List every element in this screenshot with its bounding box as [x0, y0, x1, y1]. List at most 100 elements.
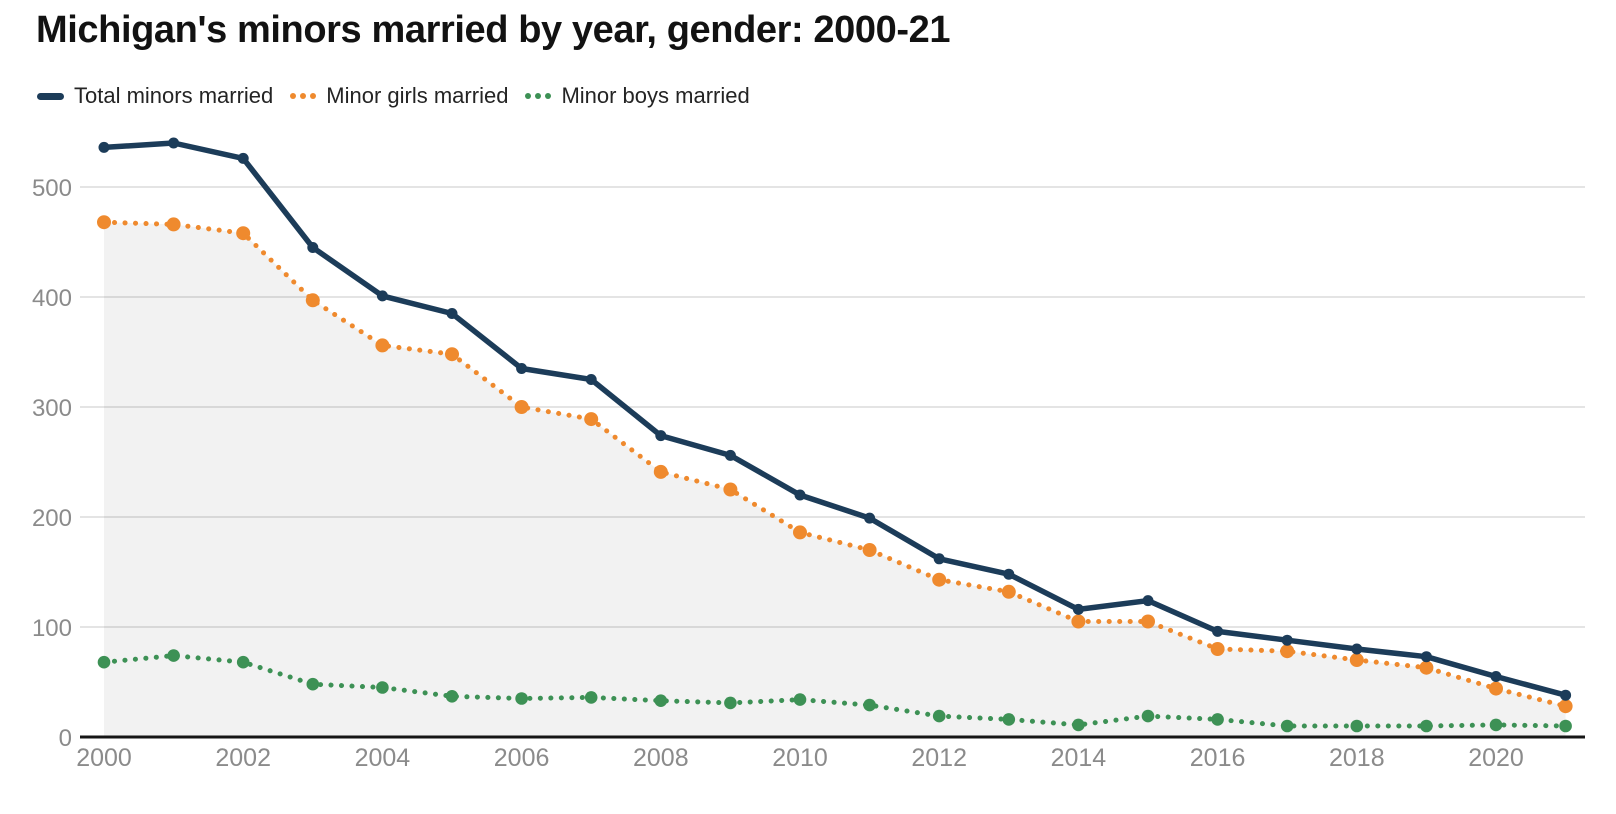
data-point-girls [1489, 681, 1503, 696]
data-point-girls [862, 543, 877, 557]
data-point-girls [1001, 584, 1016, 599]
data-point-total [307, 242, 319, 253]
data-point-girls [932, 572, 947, 587]
data-point-girls [1210, 642, 1225, 656]
x-tick-label: 2014 [1051, 744, 1107, 772]
data-point-girls [653, 464, 668, 479]
data-point-girls [305, 293, 320, 308]
data-point-total [1560, 689, 1572, 701]
data-point-boys [376, 681, 389, 694]
legend-swatch-boys-dots [525, 93, 552, 99]
dot-icon [300, 93, 307, 99]
x-tick-label: 2008 [633, 744, 689, 772]
data-point-girls [1558, 699, 1573, 714]
x-axis-labels: 2000 2002 2004 2006 2008 2010 2012 2014 2016 2018… [76, 744, 1524, 772]
y-tick-label: 300 [32, 395, 72, 422]
y-axis-labels: 0 100 200 300 400 500 [32, 175, 72, 752]
x-tick-label: 2016 [1190, 744, 1246, 772]
data-point-total [1142, 595, 1154, 607]
y-tick-label: 200 [32, 505, 72, 532]
x-tick-label: 2012 [911, 744, 967, 772]
y-tick-label: 500 [32, 175, 72, 202]
dot-icon [535, 93, 542, 99]
legend-item-girls: Minor girls married [290, 83, 508, 109]
legend-item-boys: Minor boys married [525, 83, 750, 109]
dot-icon [545, 93, 552, 99]
series-boys-line [101, 653, 1569, 729]
data-point-boys [1350, 719, 1364, 733]
data-point-boys [445, 690, 459, 703]
data-point-boys [167, 649, 180, 662]
data-point-total [864, 512, 876, 524]
data-point-girls [97, 215, 111, 230]
data-point-total [1490, 671, 1502, 682]
data-point-total [655, 430, 667, 442]
series-boys [97, 649, 1572, 733]
data-point-total [1212, 625, 1224, 637]
legend: Total minors married Minor girls married… [37, 83, 750, 109]
data-point-girls [1419, 660, 1434, 675]
series-total-line [101, 140, 1569, 698]
x-tick-label: 2000 [76, 744, 132, 772]
data-point-total [237, 152, 249, 164]
data-point-total [724, 449, 736, 461]
data-point-boys [863, 698, 876, 712]
legend-label-total: Total minors married [74, 83, 274, 108]
series-total [98, 137, 1572, 701]
series-girls [97, 215, 1573, 714]
data-point-girls [723, 482, 738, 497]
data-point-boys [793, 693, 807, 706]
data-point-girls [445, 347, 459, 362]
chart-title: Michigan's minors married by year, gende… [36, 9, 951, 51]
data-point-boys [1489, 718, 1503, 732]
data-point-boys [654, 694, 668, 707]
x-tick-label: 2020 [1468, 744, 1524, 772]
x-tick-label: 2010 [772, 744, 828, 772]
data-point-total [1072, 603, 1084, 615]
data-point-total [168, 137, 180, 149]
data-point-girls [514, 400, 529, 414]
legend-swatch-girls-dots [290, 93, 317, 99]
area-fill [104, 222, 1566, 737]
data-point-boys [97, 655, 111, 669]
dot-icon [290, 93, 297, 99]
dot-icon [525, 93, 532, 99]
data-point-girls [1280, 644, 1295, 659]
y-tick-label: 400 [32, 285, 72, 312]
data-point-boys [306, 677, 320, 691]
legend-swatch-total-line [37, 92, 64, 100]
series-girls-line [101, 219, 1569, 709]
y-tick-label: 0 [59, 725, 72, 752]
data-point-boys [724, 696, 737, 710]
legend-item-total: Total minors married [37, 83, 273, 109]
data-point-total [446, 308, 458, 319]
data-point-girls [166, 217, 181, 232]
data-point-girls [1071, 614, 1086, 629]
data-point-boys [1211, 713, 1224, 726]
data-point-boys [1141, 709, 1155, 723]
data-point-boys [1559, 719, 1572, 733]
legend-label-girls: Minor girls married [326, 83, 509, 108]
x-tick-label: 2002 [215, 744, 271, 772]
data-point-total [1281, 634, 1293, 646]
data-point-girls [1141, 614, 1155, 629]
data-point-total [585, 374, 597, 385]
x-tick-label: 2006 [494, 744, 550, 772]
gridlines [80, 186, 1585, 628]
y-tick-label: 100 [32, 615, 72, 642]
data-point-boys [1002, 713, 1016, 726]
data-point-girls [236, 226, 251, 241]
data-point-boys [1072, 718, 1085, 732]
data-point-boys [236, 655, 250, 669]
data-point-total [516, 363, 528, 374]
x-tick-label: 2004 [355, 744, 411, 772]
data-point-boys [932, 709, 946, 723]
data-point-boys [584, 691, 598, 704]
data-point-total [1351, 643, 1363, 655]
data-point-total [1003, 568, 1015, 580]
data-point-total [794, 489, 806, 501]
data-point-girls [375, 338, 390, 353]
data-point-girls [793, 525, 807, 540]
